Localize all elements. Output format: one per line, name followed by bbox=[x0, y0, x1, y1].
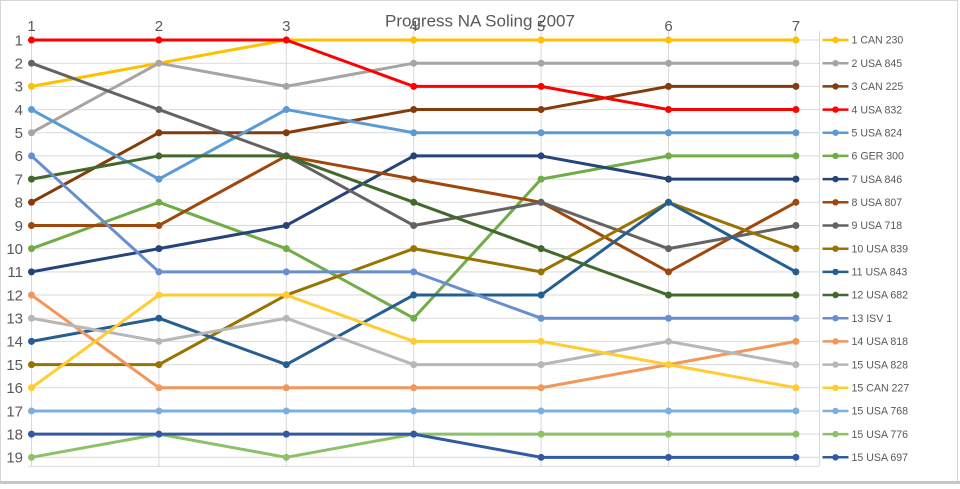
svg-text:15 USA 776: 15 USA 776 bbox=[852, 429, 909, 441]
svg-text:1: 1 bbox=[27, 18, 35, 35]
svg-text:7 USA 846: 7 USA 846 bbox=[852, 174, 903, 186]
svg-text:12 USA 682: 12 USA 682 bbox=[852, 290, 909, 302]
svg-text:2: 2 bbox=[155, 18, 163, 35]
svg-text:13: 13 bbox=[6, 311, 23, 328]
svg-text:5: 5 bbox=[537, 18, 545, 35]
svg-text:2: 2 bbox=[15, 56, 23, 73]
svg-text:6: 6 bbox=[664, 18, 672, 35]
svg-text:11: 11 bbox=[7, 264, 23, 281]
svg-text:7: 7 bbox=[15, 171, 23, 188]
svg-text:9: 9 bbox=[15, 218, 23, 235]
svg-text:15 CAN 227: 15 CAN 227 bbox=[852, 383, 910, 395]
svg-text:4: 4 bbox=[410, 18, 418, 35]
svg-text:2 USA 845: 2 USA 845 bbox=[852, 58, 903, 70]
svg-text:4 USA 832: 4 USA 832 bbox=[852, 104, 903, 116]
svg-text:8: 8 bbox=[15, 195, 23, 212]
svg-text:Progress NA Soling 2007: Progress NA Soling 2007 bbox=[385, 12, 575, 31]
svg-text:1 CAN 230: 1 CAN 230 bbox=[852, 35, 904, 47]
svg-text:1: 1 bbox=[15, 32, 23, 49]
svg-text:10: 10 bbox=[6, 241, 23, 258]
svg-text:12: 12 bbox=[6, 287, 23, 304]
svg-text:18: 18 bbox=[6, 426, 23, 443]
svg-text:11 USA 843: 11 USA 843 bbox=[852, 267, 908, 279]
svg-text:14: 14 bbox=[6, 334, 23, 351]
svg-text:15 USA 697: 15 USA 697 bbox=[852, 452, 909, 464]
svg-text:6: 6 bbox=[15, 148, 23, 165]
svg-text:14 USA 818: 14 USA 818 bbox=[852, 336, 909, 348]
svg-text:3 CAN 225: 3 CAN 225 bbox=[852, 81, 904, 93]
svg-text:7: 7 bbox=[792, 18, 800, 35]
svg-text:15: 15 bbox=[6, 357, 23, 374]
svg-text:16: 16 bbox=[6, 380, 23, 397]
svg-text:6 GER 300: 6 GER 300 bbox=[852, 151, 905, 163]
svg-text:3: 3 bbox=[15, 79, 23, 96]
svg-text:5: 5 bbox=[15, 125, 23, 142]
svg-text:3: 3 bbox=[282, 18, 290, 35]
svg-text:15 USA 828: 15 USA 828 bbox=[852, 359, 909, 371]
svg-text:15 USA 768: 15 USA 768 bbox=[852, 406, 909, 418]
svg-text:4: 4 bbox=[15, 102, 23, 119]
svg-text:13 ISV 1: 13 ISV 1 bbox=[852, 313, 893, 325]
svg-text:8 USA 807: 8 USA 807 bbox=[852, 197, 903, 209]
svg-text:5 USA 824: 5 USA 824 bbox=[852, 127, 903, 139]
svg-text:17: 17 bbox=[6, 403, 23, 420]
svg-text:9 USA 718: 9 USA 718 bbox=[852, 220, 903, 232]
svg-text:19: 19 bbox=[6, 450, 23, 467]
svg-text:10 USA 839: 10 USA 839 bbox=[852, 243, 909, 255]
